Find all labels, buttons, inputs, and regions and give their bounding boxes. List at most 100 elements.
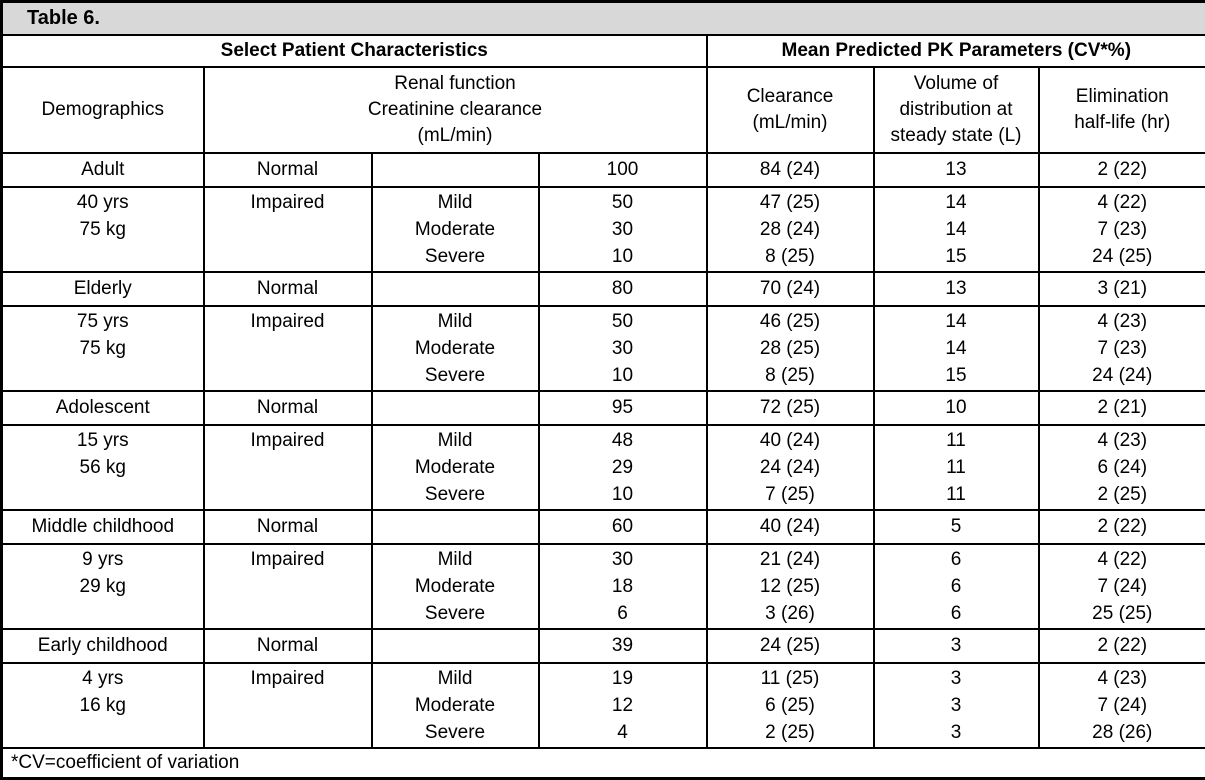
row-adolescent-normal: Adolescent Normal 95 72 (25) 10 2 (21) bbox=[2, 391, 1205, 425]
cell-renal-severity bbox=[372, 629, 539, 663]
cell-demographics: 15 yrs 56 kg bbox=[2, 425, 204, 510]
cell-renal-severity: Mild Moderate Severe bbox=[372, 306, 539, 391]
cell-renal-status: Impaired bbox=[204, 425, 372, 510]
cell-line: 28 (26) bbox=[1040, 719, 1205, 746]
cell-line: 29 kg bbox=[3, 573, 203, 600]
section-header-patient-characteristics: Select Patient Characteristics bbox=[2, 35, 707, 67]
cell-line: Moderate bbox=[373, 335, 538, 362]
cell-renal-status: Impaired bbox=[204, 544, 372, 629]
cell-line: 28 (25) bbox=[708, 335, 873, 362]
row-adult-normal: Adult Normal 100 84 (24) 13 2 (22) bbox=[2, 153, 1205, 187]
cell-line: 7 (24) bbox=[1040, 573, 1205, 600]
col-header-clearance: Clearance (mL/min) bbox=[707, 67, 874, 153]
cell-half-life: 2 (22) bbox=[1039, 629, 1205, 663]
cell-line: 8 (25) bbox=[708, 243, 873, 270]
cell-demographics: 9 yrs 29 kg bbox=[2, 544, 204, 629]
cell-half-life: 2 (22) bbox=[1039, 153, 1205, 187]
cell-line: 75 yrs bbox=[3, 308, 203, 335]
cell-volume: 14 14 15 bbox=[874, 306, 1039, 391]
cell-renal-status: Normal bbox=[204, 272, 372, 306]
cell-line: 4 (23) bbox=[1040, 427, 1205, 454]
table-title-row: Table 6. bbox=[2, 2, 1205, 36]
cell-line: 21 (24) bbox=[708, 546, 873, 573]
header-line: Renal function bbox=[205, 71, 706, 97]
row-adolescent-impaired: 15 yrs 56 kg Impaired Mild Moderate Seve… bbox=[2, 425, 1205, 510]
section-header-row: Select Patient Characteristics Mean Pred… bbox=[2, 35, 1205, 67]
cell-clearance: 40 (24) 24 (24) 7 (25) bbox=[707, 425, 874, 510]
cell-volume: 10 bbox=[874, 391, 1039, 425]
cell-creatinine-clearance: 48 29 10 bbox=[539, 425, 707, 510]
cell-renal-severity: Mild Moderate Severe bbox=[372, 663, 539, 748]
cell-line: 12 (25) bbox=[708, 573, 873, 600]
cell-renal-status: Normal bbox=[204, 510, 372, 544]
cell-line: 30 bbox=[540, 335, 706, 362]
cell-half-life: 2 (22) bbox=[1039, 510, 1205, 544]
col-header-volume: Volume of distribution at steady state (… bbox=[874, 67, 1039, 153]
cell-creatinine-clearance: 19 12 4 bbox=[539, 663, 707, 748]
cell-line: 25 (25) bbox=[1040, 600, 1205, 627]
cell-renal-status: Impaired bbox=[204, 663, 372, 748]
cell-half-life: 4 (22) 7 (23) 24 (25) bbox=[1039, 187, 1205, 272]
cell-renal-severity: Mild Moderate Severe bbox=[372, 187, 539, 272]
cell-line: 47 (25) bbox=[708, 189, 873, 216]
row-early-childhood-impaired: 4 yrs 16 kg Impaired Mild Moderate Sever… bbox=[2, 663, 1205, 748]
cell-renal-severity: Mild Moderate Severe bbox=[372, 425, 539, 510]
cell-line: 6 (25) bbox=[708, 692, 873, 719]
cell-line: 4 (22) bbox=[1040, 189, 1205, 216]
cell-volume: 13 bbox=[874, 153, 1039, 187]
cell-clearance: 24 (25) bbox=[707, 629, 874, 663]
cell-line: 4 (23) bbox=[1040, 665, 1205, 692]
cell-line: Moderate bbox=[373, 573, 538, 600]
footnote-row: *CV=coefficient of variation bbox=[2, 748, 1205, 779]
cell-line: 56 kg bbox=[3, 454, 203, 481]
cell-line: 29 bbox=[540, 454, 706, 481]
cell-line: 4 (23) bbox=[1040, 308, 1205, 335]
cell-line: Severe bbox=[373, 481, 538, 508]
cell-demographics: Adolescent bbox=[2, 391, 204, 425]
cell-line: 6 bbox=[540, 600, 706, 627]
header-line: distribution at bbox=[875, 97, 1038, 123]
col-header-half-life: Elimination half-life (hr) bbox=[1039, 67, 1205, 153]
cell-line: 2 (25) bbox=[708, 719, 873, 746]
cell-volume: 6 6 6 bbox=[874, 544, 1039, 629]
cell-line: 50 bbox=[540, 308, 706, 335]
cell-line: 40 (24) bbox=[708, 427, 873, 454]
cell-line: 4 yrs bbox=[3, 665, 203, 692]
header-line: Elimination bbox=[1040, 84, 1205, 110]
row-elderly-impaired: 75 yrs 75 kg Impaired Mild Moderate Seve… bbox=[2, 306, 1205, 391]
cell-creatinine-clearance: 50 30 10 bbox=[539, 306, 707, 391]
cell-line: Moderate bbox=[373, 454, 538, 481]
cell-half-life: 4 (23) 7 (24) 28 (26) bbox=[1039, 663, 1205, 748]
cell-line: 28 (24) bbox=[708, 216, 873, 243]
header-line: (mL/min) bbox=[205, 123, 706, 149]
cell-line: Mild bbox=[373, 308, 538, 335]
cell-line: 3 bbox=[875, 692, 1038, 719]
cell-renal-status: Normal bbox=[204, 153, 372, 187]
cell-line: 24 (25) bbox=[1040, 243, 1205, 270]
cell-line: 24 (24) bbox=[1040, 362, 1205, 389]
cell-creatinine-clearance: 60 bbox=[539, 510, 707, 544]
cell-volume: 14 14 15 bbox=[874, 187, 1039, 272]
cell-volume: 13 bbox=[874, 272, 1039, 306]
cell-line: 10 bbox=[540, 481, 706, 508]
cell-line: 7 (24) bbox=[1040, 692, 1205, 719]
cell-line: 16 kg bbox=[3, 692, 203, 719]
row-middle-childhood-impaired: 9 yrs 29 kg Impaired Mild Moderate Sever… bbox=[2, 544, 1205, 629]
cell-renal-severity bbox=[372, 510, 539, 544]
cell-line: 15 yrs bbox=[3, 427, 203, 454]
header-line: Volume of bbox=[875, 71, 1038, 97]
cell-renal-status: Impaired bbox=[204, 306, 372, 391]
section-header-pk-parameters: Mean Predicted PK Parameters (CV*%) bbox=[707, 35, 1205, 67]
cell-demographics: 75 yrs 75 kg bbox=[2, 306, 204, 391]
header-line: half-life (hr) bbox=[1040, 110, 1205, 136]
cell-line: 3 bbox=[875, 665, 1038, 692]
row-adult-impaired: 40 yrs 75 kg Impaired Mild Moderate Seve… bbox=[2, 187, 1205, 272]
cell-line: 18 bbox=[540, 573, 706, 600]
cell-creatinine-clearance: 80 bbox=[539, 272, 707, 306]
cell-line: 3 (26) bbox=[708, 600, 873, 627]
cell-line: 40 yrs bbox=[3, 189, 203, 216]
cell-volume: 5 bbox=[874, 510, 1039, 544]
cell-half-life: 3 (21) bbox=[1039, 272, 1205, 306]
cell-line: 30 bbox=[540, 216, 706, 243]
